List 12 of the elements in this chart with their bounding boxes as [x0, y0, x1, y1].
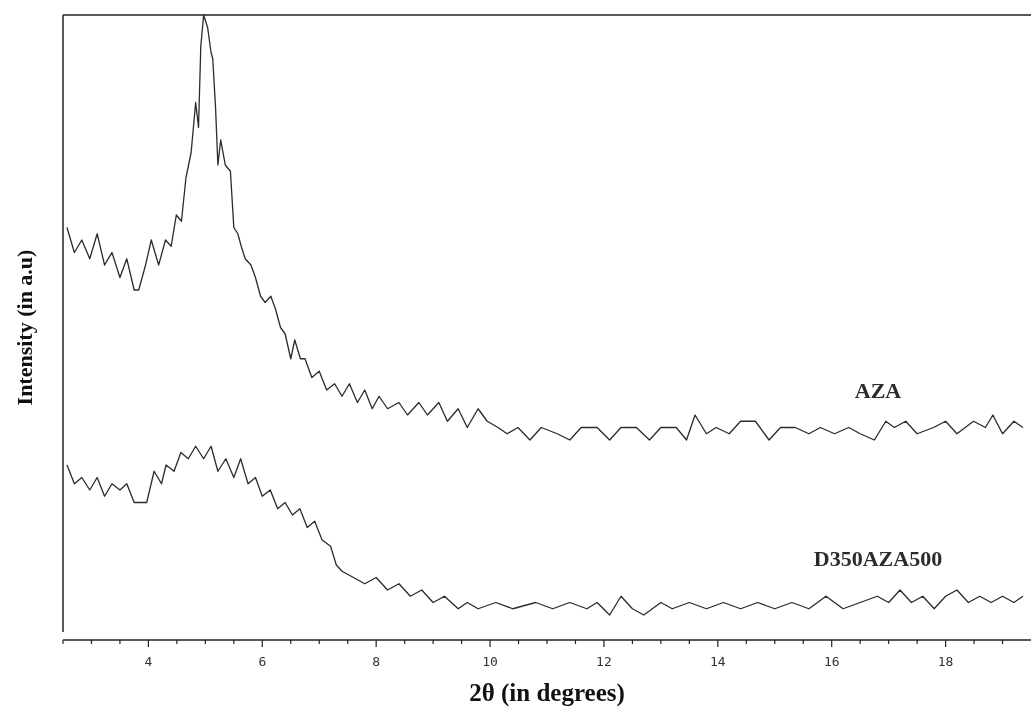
- series-label: AZA: [854, 377, 902, 403]
- y-axis-title: Intensity (in a.u): [12, 249, 37, 406]
- x-tick-label: 14: [710, 654, 726, 669]
- x-tick-label: 4: [144, 654, 153, 669]
- x-tick-label: 12: [596, 654, 612, 669]
- x-tick-label: 8: [372, 654, 381, 669]
- x-tick-label: 16: [823, 654, 840, 669]
- x-axis-title: 2θ (in degrees): [469, 679, 625, 707]
- x-tick-label: 6: [258, 654, 267, 669]
- x-tick-label: 18: [937, 654, 954, 669]
- x-tick-label: 10: [482, 654, 498, 669]
- series-label: D350AZA500: [813, 546, 943, 572]
